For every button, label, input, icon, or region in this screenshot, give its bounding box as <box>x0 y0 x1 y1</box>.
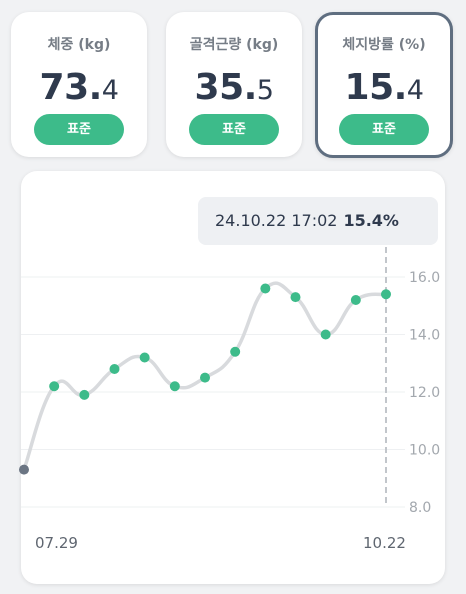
chart-tooltip: 24.10.22 17:02 15.4% <box>198 197 438 245</box>
y-tick-label: 12.0 <box>409 385 440 401</box>
data-point[interactable] <box>200 372 210 383</box>
data-point[interactable] <box>350 295 361 305</box>
status-badge: 표준 <box>34 114 124 145</box>
data-point[interactable] <box>109 364 120 374</box>
metric-label: 체중 (kg) <box>47 37 111 53</box>
data-point[interactable] <box>169 381 180 392</box>
status-badge: 표준 <box>339 114 429 145</box>
tooltip-value: 15.4% <box>343 211 399 230</box>
y-tick-label: 16.0 <box>409 270 440 286</box>
x-tick-label-start: 07.29 <box>35 534 78 552</box>
data-point[interactable] <box>381 289 391 300</box>
metric-card-weight[interactable]: 체중 (kg) 73.4 표준 <box>11 12 147 157</box>
y-tick-label: 8.0 <box>409 500 431 516</box>
data-point[interactable] <box>79 389 90 400</box>
metric-label: 골격근량 (kg) <box>189 37 279 53</box>
y-tick-label: 14.0 <box>409 328 440 344</box>
data-point[interactable] <box>290 292 301 303</box>
metric-card-body-fat[interactable]: 체지방률 (%) 15.4 표준 <box>315 12 453 158</box>
data-point[interactable] <box>320 329 331 340</box>
y-tick-label: 10.0 <box>409 443 440 459</box>
data-point[interactable] <box>19 464 29 475</box>
metric-label: 체지방률 (%) <box>342 37 426 53</box>
data-point[interactable] <box>260 283 271 294</box>
data-point[interactable] <box>49 381 60 392</box>
x-tick-label-end: 10.22 <box>363 534 406 552</box>
tooltip-datetime: 24.10.22 17:02 <box>215 211 338 230</box>
metric-value: 73.4 <box>39 67 119 108</box>
metric-value: 15.4 <box>344 67 424 108</box>
metric-value: 35.5 <box>194 67 274 108</box>
metric-card-muscle[interactable]: 골격근량 (kg) 35.5 표준 <box>166 12 302 157</box>
status-badge: 표준 <box>189 114 279 145</box>
data-point[interactable] <box>230 346 241 357</box>
data-point[interactable] <box>139 352 150 363</box>
